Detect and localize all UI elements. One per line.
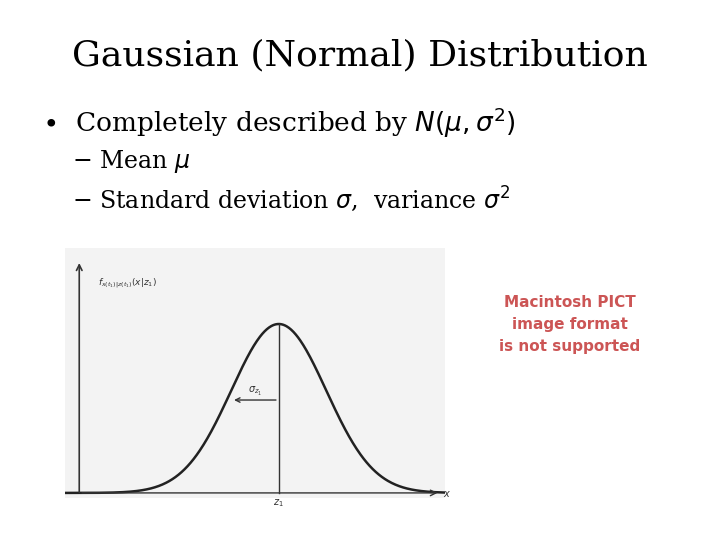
Text: $\sigma_{z_1}$: $\sigma_{z_1}$ [248,385,262,398]
Text: Macintosh PICT
image format
is not supported: Macintosh PICT image format is not suppo… [500,295,641,354]
Text: $f_{x(t_1)|z(t_1)}(x|z_1)$: $f_{x(t_1)|z(t_1)}(x|z_1)$ [98,278,157,292]
Text: $\bullet$  Completely described by $N(\mu, \sigma^2)$: $\bullet$ Completely described by $N(\mu… [42,105,516,139]
Text: $-$ Standard deviation $\sigma$,  variance $\sigma^2$: $-$ Standard deviation $\sigma$, varianc… [72,185,510,214]
Text: $z_1$: $z_1$ [274,497,284,509]
Text: $-$ Mean $\mu$: $-$ Mean $\mu$ [72,148,190,175]
Text: Gaussian (Normal) Distribution: Gaussian (Normal) Distribution [72,38,648,72]
Text: $x$: $x$ [443,489,451,499]
